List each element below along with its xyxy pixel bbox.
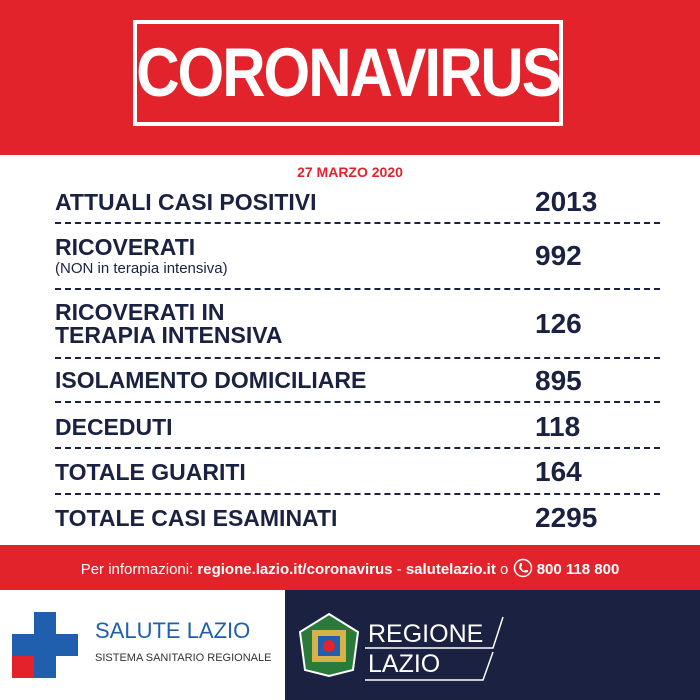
separator-text: - (396, 561, 402, 578)
row-label: ATTUALI CASI POSITIVI (55, 189, 317, 215)
date: 27 MARZO 2020 (297, 164, 403, 180)
separator (55, 222, 660, 224)
regione-name: LAZIO (368, 650, 441, 678)
separator (55, 357, 660, 359)
info-text: Per informazioni: regione.lazio.it/coron… (0, 558, 700, 578)
row-value: 118 (535, 411, 581, 442)
separator (55, 493, 660, 495)
title: CORONAVIRUS (136, 33, 562, 112)
regione-frame (365, 616, 504, 681)
phone[interactable]: 800 118 800 (536, 561, 620, 578)
info-bar (0, 545, 700, 590)
row-label: DECEDUTI (55, 414, 173, 440)
row-value: 164 (535, 456, 582, 487)
phone-icon (513, 558, 532, 578)
row-note: (NON in terapia intensiva) (55, 260, 228, 277)
link[interactable]: salutelazio.it (405, 561, 496, 578)
salute-sub: SISTEMA SANITARIO REGIONALE (95, 652, 272, 664)
row-label: TERAPIA INTENSIVA (55, 322, 283, 348)
info-label: Per informazioni: (80, 561, 194, 578)
row-value: 895 (535, 365, 582, 396)
regione-emblem (298, 612, 360, 678)
salute-name: SALUTE LAZIO (95, 618, 251, 643)
row-value: 2295 (535, 502, 598, 533)
row-value: 2013 (535, 186, 598, 217)
regione-name: REGIONE (368, 620, 484, 648)
row-label: RICOVERATI IN (55, 299, 225, 325)
separator (55, 401, 660, 403)
conjunction: o (500, 561, 509, 578)
row-value: 992 (535, 240, 582, 271)
separator (55, 447, 660, 449)
title-box (133, 20, 563, 126)
row-label: ISOLAMENTO DOMICILIARE (55, 367, 367, 393)
header (0, 0, 700, 155)
separator (55, 288, 660, 290)
row-label: TOTALE GUARITI (55, 459, 246, 485)
row-label: RICOVERATI (55, 234, 196, 260)
row-value: 126 (535, 308, 582, 339)
link[interactable]: regione.lazio.it/coronavirus (197, 561, 393, 578)
row-label: TOTALE CASI ESAMINATI (55, 505, 338, 531)
salute-cross (12, 612, 78, 678)
